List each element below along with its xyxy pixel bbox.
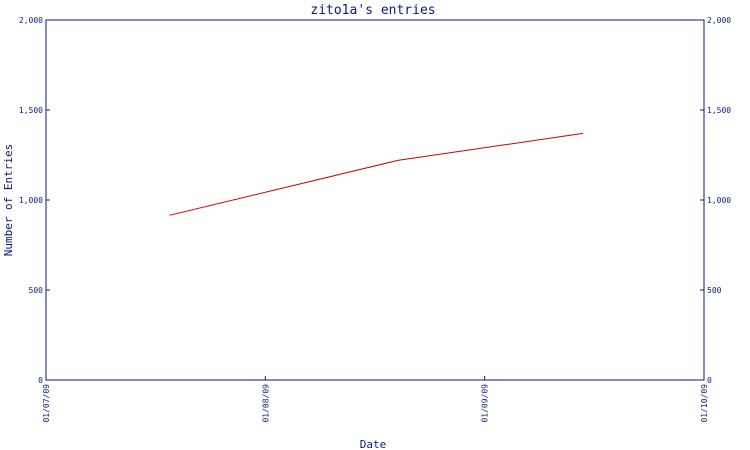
y-tick-label-right: 500 [707,286,722,295]
x-axis-title: Date [360,438,387,450]
y-tick-label-left: 0 [38,376,43,385]
x-tick-label: 01/10/09 [700,384,709,423]
y-tick-label-right: 2,000 [707,16,731,25]
y-tick-label-right: 1,500 [707,106,731,115]
axes-layer: 0 0 500 500 1,000 1,000 1,500 1,500 2,000 2,000 01… [19,16,731,423]
series-layer [169,132,583,216]
y-tick-label-left: 1,000 [19,196,43,205]
y-tick-label-left: 500 [29,286,44,295]
y-tick-label-left: 2,000 [19,16,43,25]
y-tick-label-right: 1,000 [707,196,731,205]
chart-title: zito1a's entries [310,3,435,18]
y-tick-label-right: 0 [707,376,712,385]
plot-frame [45,19,705,381]
y-tick-label-left: 1,500 [19,106,43,115]
x-tick-label: 01/09/09 [481,384,490,423]
x-tick-label: 01/07/09 [42,384,51,423]
x-tick-label: 01/08/09 [261,384,270,423]
series-line-0 [169,132,583,216]
y-axis-title: Number of Entries [2,144,15,257]
